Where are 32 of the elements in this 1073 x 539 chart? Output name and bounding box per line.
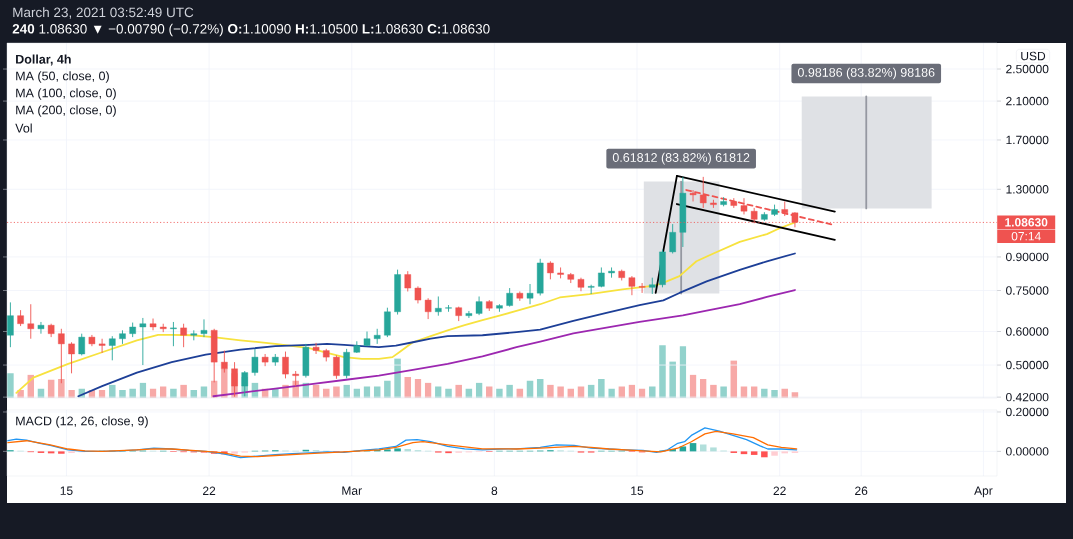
y-tick-label: 1.30000 xyxy=(1006,185,1049,194)
y-axis-title: USD xyxy=(1021,51,1046,61)
x-tick-label: 22 xyxy=(773,486,786,495)
x-tick-label: 15 xyxy=(631,486,644,495)
text: 240 1.08630 ▼ −0.00790 (−0.72%) O:1.10090 H:1.10500 L:1.08630 C:1.08630 xyxy=(12,23,490,37)
annotation: MA (100, close, 0) xyxy=(16,88,116,100)
x-tick-label: 22 xyxy=(203,486,216,495)
text: Dollar, 4h xyxy=(16,54,71,66)
chart-title: MACD (12, 26, close, 9) xyxy=(16,416,148,428)
x-tick-label: 26 xyxy=(855,486,868,496)
y-tick-label: 0.42000 xyxy=(1006,392,1049,402)
y-tick-label: 1.70000 xyxy=(1006,135,1049,145)
annotation: 0.61812 (83.82%) 61812 xyxy=(612,152,750,165)
x-tick-label: 15 xyxy=(60,486,73,495)
y-tick-label: 2.10000 xyxy=(1006,96,1049,106)
y-tick-label: 0.60000 xyxy=(1006,327,1049,336)
y-tick-label: 0.90000 xyxy=(1006,252,1049,262)
ref-line-label: 1.08630 xyxy=(1005,218,1048,227)
annotation: MA (50, close, 0) xyxy=(16,71,109,83)
text: 07:14 xyxy=(1011,231,1041,241)
annotation: 0.98186 (83.82%) 98186 xyxy=(797,67,935,80)
y-tick-label: 0.20000 xyxy=(1006,407,1049,417)
annotation: MA (200, close, 0) xyxy=(16,105,116,117)
x-tick-label: Mar xyxy=(342,486,362,495)
y-tick-label: 0.00000 xyxy=(1006,447,1049,456)
text: March 23, 2021 03:52:49 UTC xyxy=(13,7,194,19)
x-tick-label: Apr xyxy=(974,486,993,498)
chart-title: Vol xyxy=(15,123,32,133)
y-tick-label: 0.75000 xyxy=(1006,286,1049,295)
y-tick-label: 2.50000 xyxy=(1006,64,1049,74)
y-tick-label: 0.50000 xyxy=(1006,360,1049,370)
x-tick-label: 8 xyxy=(491,486,498,496)
